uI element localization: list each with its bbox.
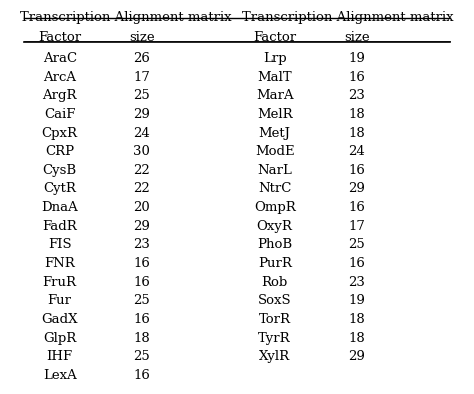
Text: size: size	[344, 31, 370, 44]
Text: 25: 25	[133, 89, 150, 102]
Text: 16: 16	[348, 257, 365, 270]
Text: OxyR: OxyR	[257, 220, 292, 233]
Text: ArgR: ArgR	[43, 89, 77, 102]
Text: 24: 24	[348, 145, 365, 158]
Text: 24: 24	[133, 126, 150, 139]
Text: CaiF: CaiF	[44, 108, 75, 121]
Text: 18: 18	[348, 332, 365, 345]
Text: 16: 16	[133, 369, 150, 382]
Text: 16: 16	[348, 71, 365, 84]
Text: Factor: Factor	[253, 31, 296, 44]
Text: 29: 29	[133, 108, 150, 121]
Text: PurR: PurR	[258, 257, 292, 270]
Text: CytR: CytR	[43, 182, 76, 195]
Text: 29: 29	[133, 220, 150, 233]
Text: 30: 30	[133, 145, 150, 158]
Text: FadR: FadR	[42, 220, 77, 233]
Text: CpxR: CpxR	[42, 126, 78, 139]
Text: TorR: TorR	[259, 313, 291, 326]
Text: FNR: FNR	[44, 257, 75, 270]
Text: 16: 16	[133, 276, 150, 289]
Text: Transcription Alignment matrix: Transcription Alignment matrix	[242, 11, 454, 24]
Text: 18: 18	[348, 108, 365, 121]
Text: Rob: Rob	[262, 276, 288, 289]
Text: 16: 16	[133, 257, 150, 270]
Text: PhoB: PhoB	[257, 238, 292, 251]
Text: 16: 16	[348, 201, 365, 214]
Text: 18: 18	[348, 126, 365, 139]
Text: FIS: FIS	[48, 238, 72, 251]
Text: MalT: MalT	[257, 71, 292, 84]
Text: Fur: Fur	[48, 294, 72, 307]
Text: 23: 23	[348, 276, 365, 289]
Text: ModE: ModE	[255, 145, 294, 158]
Text: 18: 18	[133, 332, 150, 345]
Text: 20: 20	[133, 201, 150, 214]
Text: 23: 23	[133, 238, 150, 251]
Text: Transcription Alignment matrix: Transcription Alignment matrix	[20, 11, 232, 24]
Text: 16: 16	[133, 313, 150, 326]
Text: IHF: IHF	[46, 350, 73, 363]
Text: MarA: MarA	[256, 89, 293, 102]
Text: Factor: Factor	[38, 31, 81, 44]
Text: GadX: GadX	[41, 313, 78, 326]
Text: 18: 18	[348, 313, 365, 326]
Text: 19: 19	[348, 294, 365, 307]
Text: TyrR: TyrR	[258, 332, 291, 345]
Text: MetJ: MetJ	[259, 126, 291, 139]
Text: 25: 25	[133, 294, 150, 307]
Text: SoxS: SoxS	[258, 294, 292, 307]
Text: MelR: MelR	[257, 108, 292, 121]
Text: 25: 25	[133, 350, 150, 363]
Text: CRP: CRP	[45, 145, 74, 158]
Text: 29: 29	[348, 350, 365, 363]
Text: 19: 19	[348, 52, 365, 65]
Text: 17: 17	[348, 220, 365, 233]
Text: CysB: CysB	[43, 164, 77, 177]
Text: 23: 23	[348, 89, 365, 102]
Text: OmpR: OmpR	[254, 201, 296, 214]
Text: 22: 22	[133, 164, 150, 177]
Text: Lrp: Lrp	[263, 52, 286, 65]
Text: NtrC: NtrC	[258, 182, 292, 195]
Text: ArcA: ArcA	[43, 71, 76, 84]
Text: 17: 17	[133, 71, 150, 84]
Text: 29: 29	[348, 182, 365, 195]
Text: GlpR: GlpR	[43, 332, 76, 345]
Text: XylR: XylR	[259, 350, 290, 363]
Text: 16: 16	[348, 164, 365, 177]
Text: FruR: FruR	[43, 276, 77, 289]
Text: size: size	[129, 31, 155, 44]
Text: NarL: NarL	[257, 164, 292, 177]
Text: 26: 26	[133, 52, 150, 65]
Text: LexA: LexA	[43, 369, 77, 382]
Text: DnaA: DnaA	[41, 201, 78, 214]
Text: AraC: AraC	[43, 52, 77, 65]
Text: 22: 22	[133, 182, 150, 195]
Text: 25: 25	[348, 238, 365, 251]
